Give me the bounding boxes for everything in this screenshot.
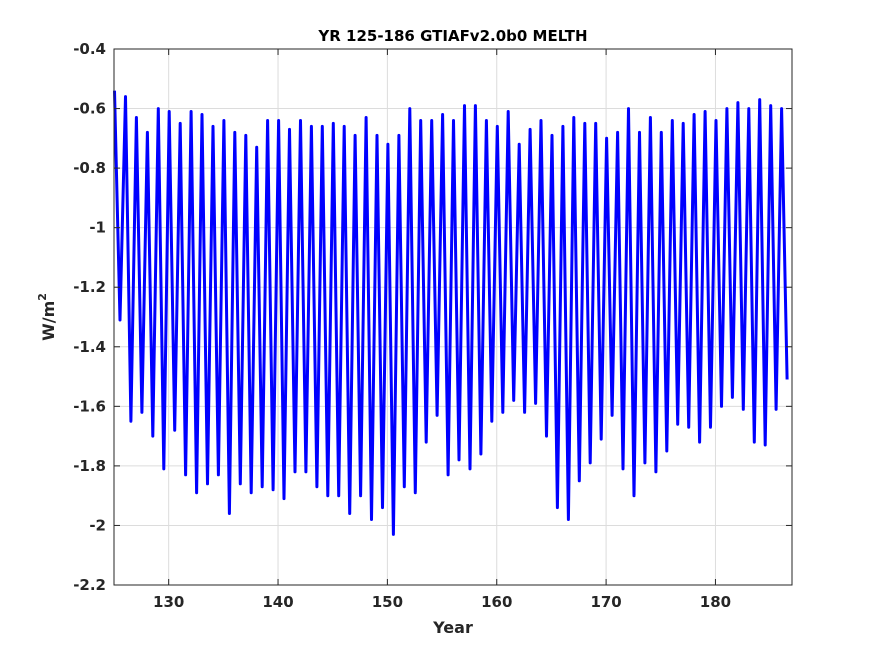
y-axis-ticks: -2.2 -2 -1.8 -1.6 -1.4 -1.2 -1 -0.8 -0.6 -0.4 xyxy=(73,40,792,594)
y-tick-label: -1.8 xyxy=(73,457,106,475)
y-tick-label: -2 xyxy=(89,516,106,534)
plot-area-border xyxy=(113,48,793,586)
x-tick-label: 180 xyxy=(700,593,731,611)
y-tick-label: -1.2 xyxy=(73,278,106,296)
y-tick-label: -1.6 xyxy=(73,397,106,415)
y-tick-label: -0.4 xyxy=(73,40,106,58)
x-tick-label: 150 xyxy=(372,593,403,611)
x-tick-label: 170 xyxy=(590,593,621,611)
y-tick-label: -1 xyxy=(89,219,106,237)
y-axis-label-exponent: 2 xyxy=(36,293,49,301)
y-axis-label: W/m2 xyxy=(36,293,58,341)
data-series xyxy=(113,90,789,536)
x-tick-label: 130 xyxy=(153,593,184,611)
y-tick-label: -1.4 xyxy=(73,338,106,356)
y-tick-label: -2.2 xyxy=(73,576,106,594)
x-axis-ticks: 130 140 150 160 170 180 xyxy=(153,49,731,611)
y-tick-label: -0.8 xyxy=(73,159,106,177)
x-axis-label: Year xyxy=(432,618,473,637)
x-tick-label: 140 xyxy=(262,593,293,611)
y-tick-label: -0.6 xyxy=(73,100,106,118)
melth-series-line xyxy=(113,90,789,536)
y-axis-label-unit: W/m xyxy=(39,301,58,341)
chart-title: YR 125-186 GTIAFv2.0b0 MELTH xyxy=(317,27,587,45)
x-tick-label: 160 xyxy=(481,593,512,611)
